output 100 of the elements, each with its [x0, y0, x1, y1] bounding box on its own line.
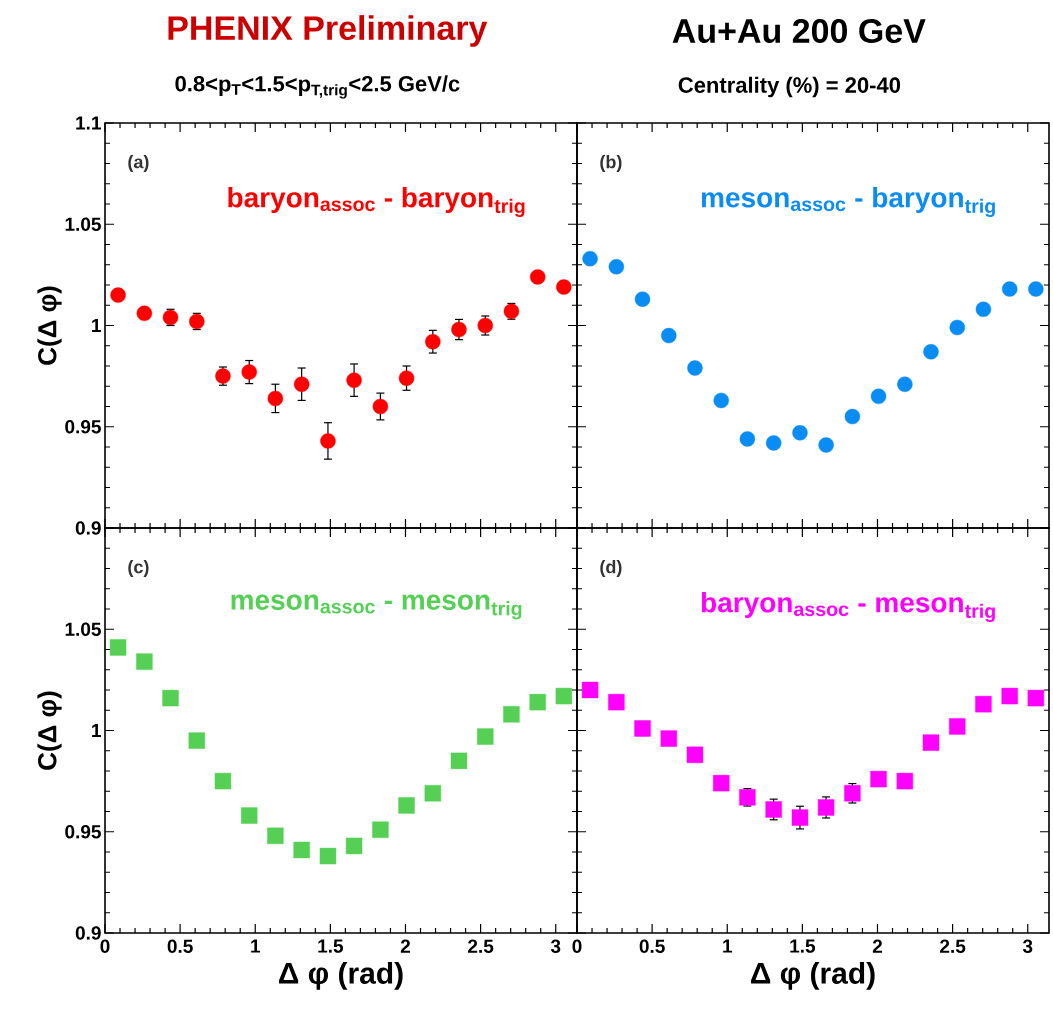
x-tick-label: 0 — [572, 939, 582, 953]
point — [1027, 689, 1045, 707]
point — [346, 372, 362, 388]
point — [556, 279, 572, 295]
point — [844, 785, 861, 802]
point — [713, 774, 730, 792]
y-tick-label: 1 — [92, 723, 101, 738]
point — [817, 799, 835, 816]
point — [1002, 281, 1018, 297]
point — [975, 695, 992, 713]
point — [136, 305, 153, 322]
point — [241, 364, 257, 380]
point — [110, 287, 126, 303]
chart-title: Au+Au 200 GeV — [672, 18, 926, 44]
point — [162, 689, 179, 707]
y-tick-label: 0.95 — [65, 420, 101, 434]
point — [136, 653, 153, 670]
point — [765, 435, 782, 451]
x-tick-label: 1.5 — [790, 939, 816, 953]
y-tick-label: 1.05 — [65, 622, 101, 636]
annotation: (b) — [600, 155, 622, 172]
point — [320, 433, 336, 449]
point — [608, 693, 625, 711]
point — [870, 388, 887, 405]
point — [188, 732, 205, 749]
x-tick-label: 1 — [723, 939, 732, 953]
point — [503, 303, 520, 320]
point — [686, 746, 704, 763]
y-axis-title: C(Δ φ) — [37, 691, 62, 770]
point — [765, 801, 782, 818]
point — [1001, 687, 1018, 705]
point — [870, 770, 887, 788]
point — [634, 720, 651, 737]
point — [1028, 281, 1044, 297]
point — [608, 259, 625, 275]
x-tick-label: 0 — [100, 939, 110, 953]
point — [582, 250, 598, 267]
y-tick-label: 0.95 — [65, 825, 101, 839]
chart-title: PHENIX Preliminary — [168, 15, 488, 47]
point — [425, 333, 441, 350]
point — [713, 392, 729, 409]
y-axis-title: C(Δ φ) — [37, 286, 62, 365]
point — [529, 693, 546, 711]
point — [555, 687, 573, 705]
text: baryon$_{assoc}$ - meson$_{trig}$ — [701, 591, 995, 623]
point — [975, 301, 992, 317]
x-tick-label: 2.5 — [468, 939, 494, 953]
annotation: (c) — [128, 560, 149, 577]
point — [634, 291, 651, 307]
point — [818, 437, 834, 453]
point — [949, 319, 965, 336]
point — [687, 360, 703, 376]
x-tick-label: 2 — [872, 939, 883, 953]
y-tick-label: 1.05 — [65, 217, 101, 231]
point — [424, 785, 442, 802]
series-label: baryon$_{assoc}$ - baryon$_{trig}$ — [228, 186, 525, 218]
point — [844, 408, 861, 425]
point — [791, 809, 809, 826]
point — [372, 821, 389, 838]
point — [293, 841, 310, 859]
point — [267, 390, 284, 407]
point — [450, 752, 468, 770]
x-tick-label: 3 — [550, 939, 561, 954]
x-tick-label: 2.5 — [940, 939, 966, 953]
point — [739, 431, 756, 447]
y-tick-label: 0.9 — [75, 521, 101, 535]
y-tick-label: 1 — [92, 318, 101, 333]
y-tick-label: 1.1 — [76, 116, 101, 130]
text: meson$_{assoc}$ - meson$_{trig}$ — [231, 594, 522, 620]
point — [896, 772, 914, 790]
point — [398, 797, 415, 814]
point — [267, 827, 284, 844]
x-tick-label: 0.5 — [167, 939, 193, 953]
point — [792, 425, 808, 441]
point — [530, 269, 546, 285]
point — [581, 681, 599, 699]
point — [923, 344, 939, 360]
point — [372, 398, 389, 415]
point — [897, 376, 913, 392]
point — [241, 807, 258, 824]
x-tick-label: 1.5 — [318, 939, 344, 953]
text: meson$_{assoc}$ - baryon$_{trig}$ — [701, 186, 995, 218]
point — [660, 730, 677, 747]
point — [661, 327, 677, 344]
point — [398, 370, 415, 386]
point — [949, 718, 966, 735]
chart-subtitle: 0.8<p$_{T}$<1.5<p$_{T,trig}$<2.5 GeV/c — [175, 75, 460, 99]
annotation: (d) — [600, 560, 622, 577]
point — [503, 706, 520, 723]
point — [922, 734, 940, 751]
x-axis-title: Δ φ (rad) — [751, 961, 875, 990]
point — [477, 728, 494, 745]
chart-subtitle: Centrality (%) = 20-40 — [678, 76, 901, 98]
x-tick-label: 2 — [400, 939, 410, 953]
point — [739, 789, 756, 806]
x-axis-title: Δ φ (rad) — [279, 961, 403, 990]
point — [345, 837, 363, 855]
x-tick-label: 1 — [251, 939, 260, 953]
point — [293, 376, 310, 392]
point — [319, 847, 337, 865]
